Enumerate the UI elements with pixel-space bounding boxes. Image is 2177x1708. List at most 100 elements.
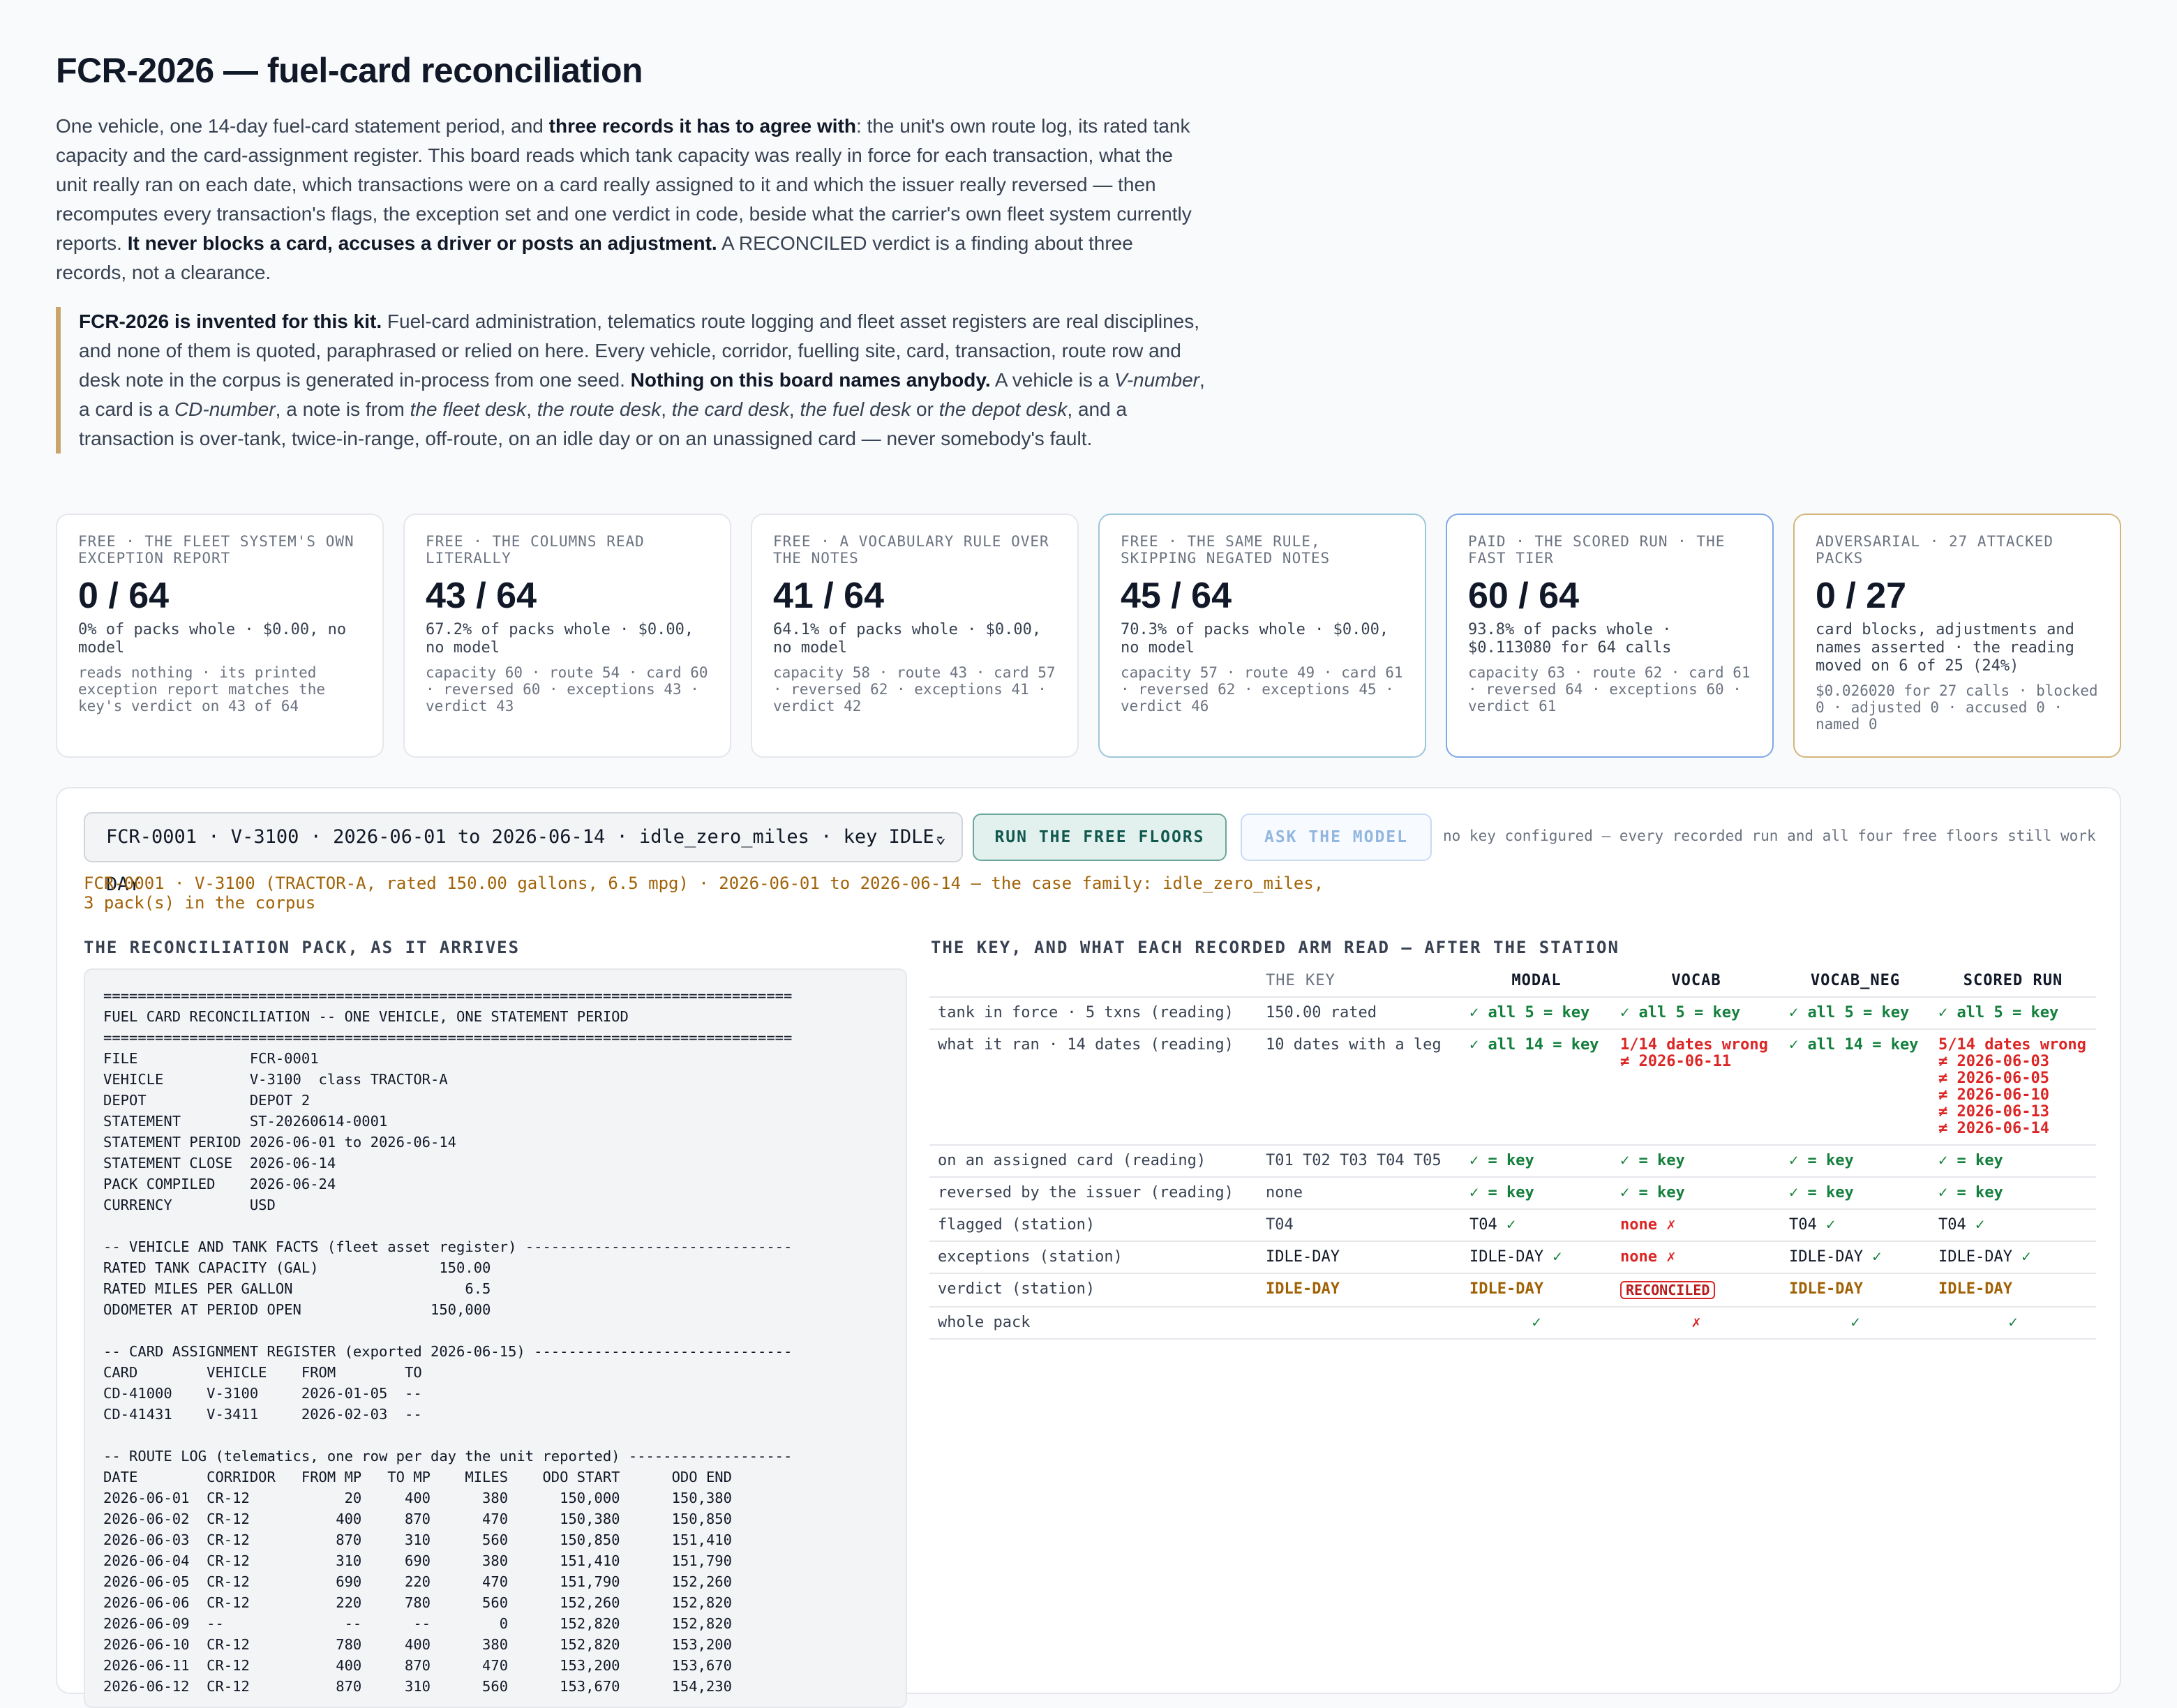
- vocab-neg-cell: ✓ all 5 = key: [1781, 997, 1930, 1030]
- card-subtitle: card blocks, adjustments and names asser…: [1816, 621, 2074, 675]
- reconciliation-panel: FCR-0001 · V-3100 · 2026-06-01 to 2026-0…: [56, 787, 2121, 1708]
- key-table: THE KEY MODAL VOCAB VOCAB_NEG SCORED RUN…: [929, 964, 2096, 1340]
- table-row: exceptions (station) IDLE-DAY IDLE-DAY ✓…: [929, 1241, 2096, 1274]
- card-subtitle: 0% of packs whole · $0.00, no model: [78, 621, 347, 657]
- card-subtitle: 67.2% of packs whole · $0.00, no model: [426, 621, 694, 657]
- modal-cell: ✓: [1461, 1307, 1612, 1340]
- column-header-modal: MODAL: [1461, 964, 1612, 998]
- score-card-vocab-neg: FREE · THE SAME RULE, SKIPPING NEGATED N…: [1098, 514, 1426, 758]
- vocab-cell: 1/14 dates wrong ≠ 2026-06-11: [1612, 1029, 1781, 1146]
- check-icon: ✓: [2021, 1248, 2031, 1266]
- row-label: verdict (station): [929, 1273, 1257, 1308]
- vocab-neg-cell: ✓ = key: [1781, 1145, 1930, 1178]
- card-detail: capacity 57 · route 49 · card 61 · rever…: [1121, 664, 1403, 714]
- modal-cell: ✓ all 14 = key: [1461, 1029, 1612, 1146]
- modal-cell: IDLE-DAY ✓: [1461, 1241, 1612, 1274]
- key-cell: [1257, 1307, 1461, 1340]
- card-score: 45 / 64: [1121, 576, 1232, 616]
- table-row: tank in force · 5 txns (reading) 150.00 …: [929, 997, 2096, 1030]
- card-detail: capacity 63 · route 62 · card 61 · rever…: [1468, 664, 1751, 714]
- score-cards: FREE · THE FLEET SYSTEM'S OWN EXCEPTION …: [56, 514, 2121, 761]
- cross-icon: ✗: [1666, 1248, 1676, 1266]
- no-key-hint: no key configured — every recorded run a…: [1443, 827, 2096, 844]
- card-label: FREE · THE FLEET SYSTEM'S OWN EXCEPTION …: [78, 533, 354, 567]
- column-header-key: THE KEY: [1257, 964, 1461, 998]
- card-label: FREE · THE SAME RULE, SKIPPING NEGATED N…: [1121, 533, 1331, 567]
- row-label: what it ran · 14 dates (reading): [929, 1029, 1257, 1146]
- table-header-row: THE KEY MODAL VOCAB VOCAB_NEG SCORED RUN: [929, 964, 2096, 998]
- modal-cell: T04 ✓: [1461, 1209, 1612, 1242]
- case-select[interactable]: FCR-0001 · V-3100 · 2026-06-01 to 2026-0…: [84, 812, 963, 895]
- table-row: what it ran · 14 dates (reading) 10 date…: [929, 1029, 2096, 1146]
- card-score: 43 / 64: [426, 576, 537, 616]
- case-select-value: FCR-0001 · V-3100 · 2026-06-01 to 2026-0…: [106, 826, 945, 895]
- table-row: flagged (station) T04 T04 ✓ none ✗ T04 ✓…: [929, 1209, 2096, 1242]
- card-subtitle: 70.3% of packs whole · $0.00, no model: [1121, 621, 1389, 657]
- card-detail: capacity 58 · route 43 · card 57 · rever…: [773, 664, 1056, 714]
- score-card-columns: FREE · THE COLUMNS READ LITERALLY 43 / 6…: [403, 514, 731, 758]
- key-cell: IDLE-DAY: [1257, 1273, 1461, 1308]
- vocab-cell: none ✗: [1612, 1241, 1781, 1274]
- intro-paragraph: One vehicle, one 14-day fuel-card statem…: [56, 115, 1192, 283]
- card-score: 60 / 64: [1468, 576, 1580, 616]
- row-label: flagged (station): [929, 1209, 1257, 1242]
- table-row: reversed by the issuer (reading) none ✓ …: [929, 1177, 2096, 1210]
- card-subtitle: 64.1% of packs whole · $0.00, no model: [773, 621, 1042, 657]
- score-card-adversarial: ADVERSARIAL · 27 ATTACKED PACKS 0 / 27 c…: [1793, 514, 2121, 758]
- column-header-vocab: VOCAB: [1612, 964, 1781, 998]
- card-subtitle: 93.8% of packs whole · $0.113080 for 64 …: [1468, 621, 1672, 657]
- chevron-down-icon: ⌄: [935, 827, 946, 848]
- key-cell: T04: [1257, 1209, 1461, 1242]
- column-header: [929, 964, 1257, 998]
- invented-note: FCR-2026 is invented for this kit. Fuel-…: [56, 307, 1209, 454]
- key-heading: THE KEY, AND WHAT EACH RECORDED ARM READ…: [931, 938, 1619, 957]
- modal-cell: ✓ = key: [1461, 1145, 1612, 1178]
- card-score: 0 / 27: [1816, 576, 1907, 616]
- card-score: 0 / 64: [78, 576, 170, 616]
- vocab-neg-cell: ✓: [1781, 1307, 1930, 1340]
- row-label: whole pack: [929, 1307, 1257, 1340]
- scored-cell: IDLE-DAY: [1930, 1273, 2096, 1308]
- vocab-neg-cell: T04 ✓: [1781, 1209, 1930, 1242]
- check-icon: ✓: [1506, 1216, 1516, 1234]
- scored-cell: ✓ = key: [1930, 1177, 2096, 1210]
- column-header-vocab-neg: VOCAB_NEG: [1781, 964, 1930, 998]
- run-free-floors-button[interactable]: RUN THE FREE FLOORS: [973, 814, 1227, 861]
- table-row: whole pack ✓ ✗ ✓ ✓: [929, 1307, 2096, 1340]
- vocab-neg-cell: ✓ all 14 = key: [1781, 1029, 1930, 1146]
- ask-model-button[interactable]: ASK THE MODEL: [1241, 814, 1432, 861]
- card-label: PAID · THE SCORED RUN · THE FAST TIER: [1468, 533, 1726, 567]
- vocab-cell: ✓ all 5 = key: [1612, 997, 1781, 1030]
- scored-cell: 5/14 dates wrong ≠ 2026-06-03 ≠ 2026-06-…: [1930, 1029, 2096, 1146]
- scored-cell: ✓ = key: [1930, 1145, 2096, 1178]
- vocab-neg-cell: ✓ = key: [1781, 1177, 1930, 1210]
- vocab-cell: RECONCILED: [1612, 1273, 1781, 1308]
- modal-cell: IDLE-DAY: [1461, 1273, 1612, 1308]
- score-card-vocab: FREE · A VOCABULARY RULE OVER THE NOTES …: [751, 514, 1079, 758]
- key-cell: 10 dates with a leg: [1257, 1029, 1461, 1146]
- vocab-cell: ✓ = key: [1612, 1177, 1781, 1210]
- scored-cell: IDLE-DAY ✓: [1930, 1241, 2096, 1274]
- case-family-line: FCR-0001 · V-3100 (TRACTOR-A, rated 150.…: [84, 874, 1324, 913]
- vocab-cell: ✗: [1612, 1307, 1781, 1340]
- row-label: exceptions (station): [929, 1241, 1257, 1274]
- key-cell: T01 T02 T03 T04 T05: [1257, 1145, 1461, 1178]
- card-detail: capacity 60 · route 54 · card 60 · rever…: [426, 664, 708, 714]
- cross-icon: ✗: [1666, 1216, 1676, 1234]
- reconciled-badge: RECONCILED: [1620, 1281, 1716, 1299]
- page-title: FCR-2026 — fuel-card reconciliation: [56, 51, 643, 90]
- modal-cell: ✓ = key: [1461, 1177, 1612, 1210]
- card-label: FREE · THE COLUMNS READ LITERALLY: [426, 533, 645, 567]
- pack-heading: THE RECONCILIATION PACK, AS IT ARRIVES: [84, 938, 521, 957]
- table-row: verdict (station) IDLE-DAY IDLE-DAY RECO…: [929, 1273, 2096, 1308]
- vocab-cell: none ✗: [1612, 1209, 1781, 1242]
- check-icon: ✓: [1872, 1248, 1882, 1266]
- row-label: reversed by the issuer (reading): [929, 1177, 1257, 1210]
- scored-cell: T04 ✓: [1930, 1209, 2096, 1242]
- key-cell: 150.00 rated: [1257, 997, 1461, 1030]
- modal-cell: ✓ all 5 = key: [1461, 997, 1612, 1030]
- scored-cell: ✓ all 5 = key: [1930, 997, 2096, 1030]
- card-label: ADVERSARIAL · 27 ATTACKED PACKS: [1816, 533, 2054, 567]
- check-icon: ✓: [1975, 1216, 1985, 1234]
- reconciliation-pack: ========================================…: [84, 968, 907, 1708]
